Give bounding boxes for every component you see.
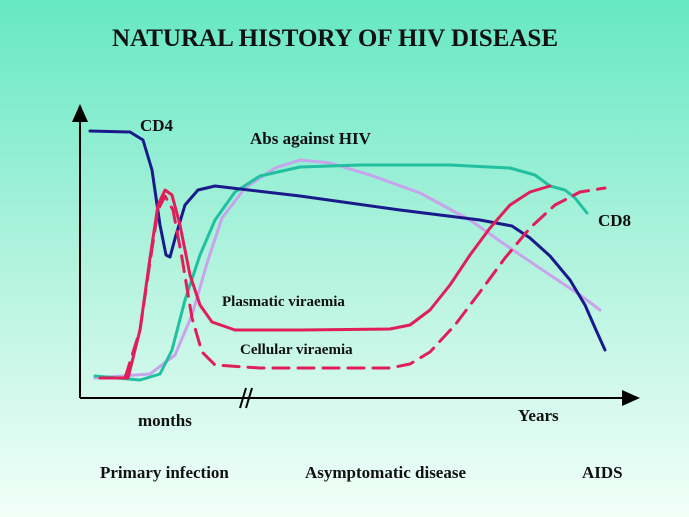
title: NATURAL HISTORY OF HIV DISEASE [112, 25, 558, 52]
phase-label: Asymptomatic disease [305, 463, 466, 482]
plasmatic-label: Plasmatic viraemia [222, 294, 345, 310]
abs-label: Abs against HIV [250, 129, 372, 148]
cd4-label: CD4 [140, 116, 174, 135]
x-start-label: months [138, 411, 192, 430]
x-end-label: Years [518, 406, 559, 425]
cd8-label: CD8 [598, 211, 631, 230]
cd8-curve [93, 158, 602, 380]
cd4-curve [88, 129, 607, 352]
abs-curve [93, 163, 589, 382]
axis-break [239, 387, 253, 409]
phase-label: Primary infection [100, 463, 229, 482]
cellular-label: Cellular viraemia [240, 342, 353, 358]
phase-label: AIDS [582, 463, 623, 482]
cellular-viraemia-curve [123, 186, 607, 380]
